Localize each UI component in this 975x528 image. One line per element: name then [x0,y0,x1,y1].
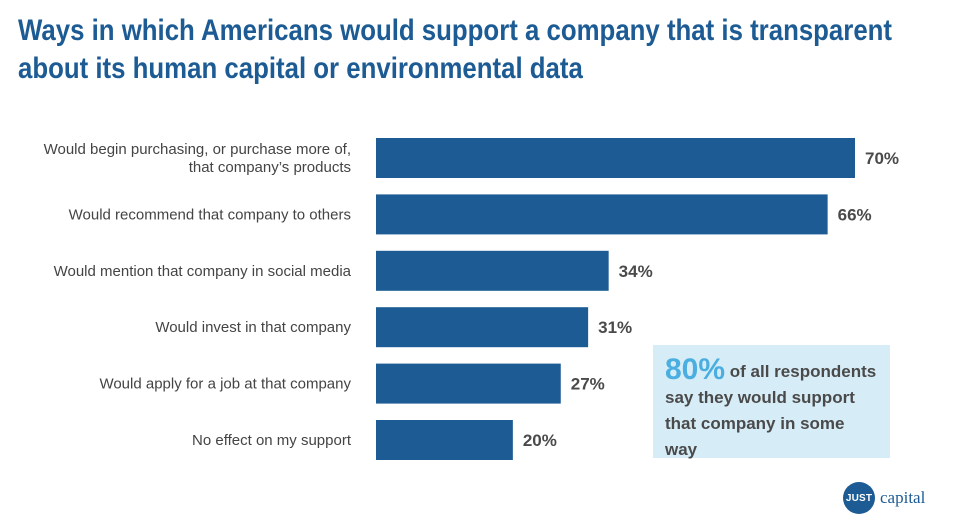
title-line-1: Ways in which Americans would support a … [18,14,893,47]
bar-5 [376,363,561,404]
callout-highlight: 80% [665,353,726,386]
category-label-2: Would recommend that company to others [69,206,351,223]
callout-line-2: say they would support [665,388,855,407]
bar-2 [376,194,828,235]
category-label-1-line-1: Would begin purchasing, or purchase more… [44,141,351,158]
callout-line-3: that company in some way [665,414,845,459]
bar-3 [376,250,609,291]
category-label-6: No effect on my support [192,432,352,449]
value-label-3: 34% [619,262,653,281]
logo-wordmark: capital [880,488,926,507]
value-label-2: 66% [838,205,872,224]
category-label-3: Would mention that company in social med… [54,263,352,280]
bar-6 [376,420,513,460]
chart-title: Ways in which Americans would support a … [18,12,892,88]
bar-4 [376,307,589,348]
category-label-4: Would invest in that company [155,319,351,336]
category-label-5: Would apply for a job at that company [99,376,351,393]
category-label-1-line-2: that company’s products [189,159,351,176]
title-line-2: about its human capital or environmental… [18,52,583,85]
logo-badge: JUST [843,482,875,514]
bar-1 [376,138,855,178]
value-label-5: 27% [571,375,605,394]
just-capital-logo: JUST capital [843,482,925,514]
value-label-4: 31% [598,318,632,337]
value-label-6: 20% [523,431,557,450]
value-label-1: 70% [865,149,899,168]
summary-callout: 80% of all respondents say they would su… [653,345,890,459]
callout-line-1: of all respondents [729,362,877,381]
